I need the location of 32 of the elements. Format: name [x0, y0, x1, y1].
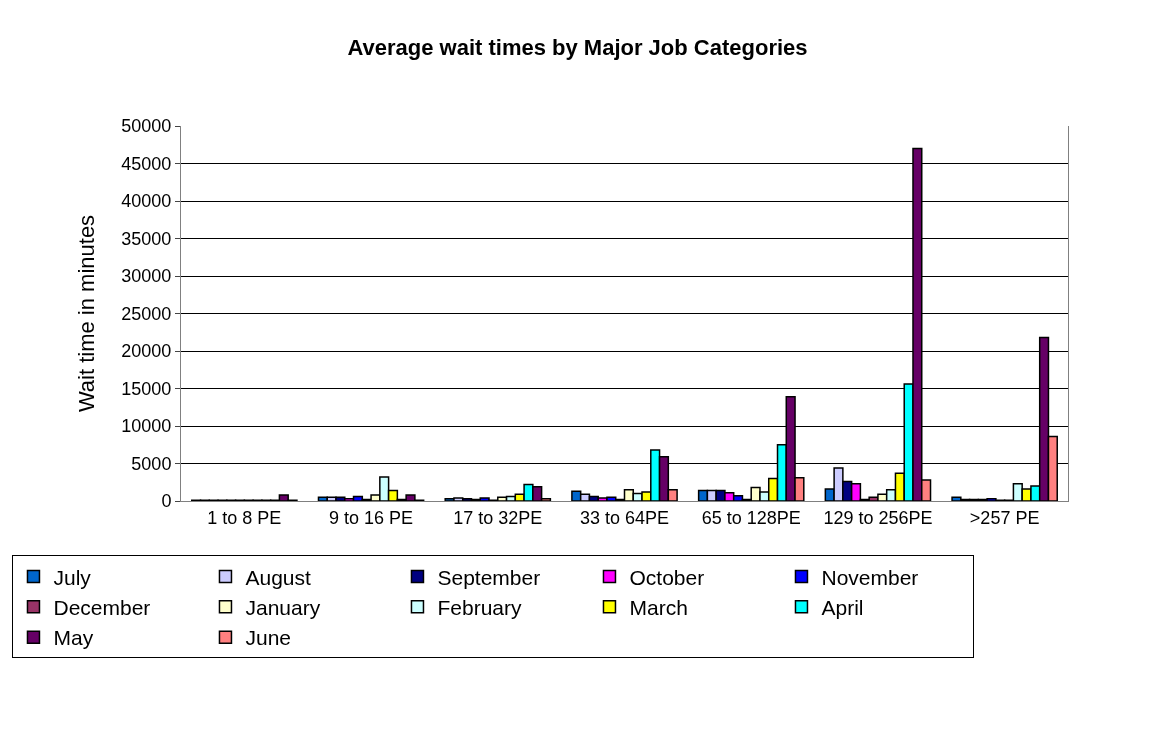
y-tick-label: 5000 — [131, 453, 172, 474]
legend-label: August — [245, 565, 312, 589]
x-tick-label: 129 to 256PE — [823, 507, 933, 528]
y-tick-label: 25000 — [121, 303, 172, 324]
legend-label: January — [245, 596, 321, 620]
chart-title: Average wait times by Major Job Categories — [347, 35, 808, 61]
y-tick-label: 30000 — [121, 266, 172, 287]
x-tick-label: >257 PE — [969, 507, 1040, 528]
legend-label: November — [821, 565, 919, 589]
y-tick-label: 0 — [161, 491, 172, 512]
legend-label: September — [437, 565, 541, 589]
legend-label: February — [437, 596, 522, 620]
legend-label: May — [53, 626, 94, 650]
x-tick-label: 65 to 128PE — [701, 507, 801, 528]
y-tick-label: 15000 — [121, 378, 172, 399]
y-tick-label: 35000 — [121, 228, 172, 249]
legend-label: July — [53, 565, 92, 589]
y-tick-label: 40000 — [121, 191, 172, 212]
y-tick-label: 50000 — [121, 116, 172, 137]
legend-label: June — [245, 626, 292, 650]
legend-label: December — [53, 596, 151, 620]
y-tick-label: 10000 — [121, 416, 172, 437]
y-tick-label: 20000 — [121, 341, 172, 362]
y-tick-label: 45000 — [121, 153, 172, 174]
x-tick-label: 1 to 8 PE — [207, 507, 282, 528]
x-tick-label: 9 to 16 PE — [329, 507, 414, 528]
legend-label: March — [629, 596, 688, 620]
legend-label: April — [821, 596, 864, 620]
x-tick-label: 33 to 64PE — [579, 507, 670, 528]
x-tick-label: 17 to 32PE — [453, 507, 543, 528]
y-axis-title: Wait time in minutes — [74, 214, 100, 413]
legend-label: October — [629, 565, 705, 589]
